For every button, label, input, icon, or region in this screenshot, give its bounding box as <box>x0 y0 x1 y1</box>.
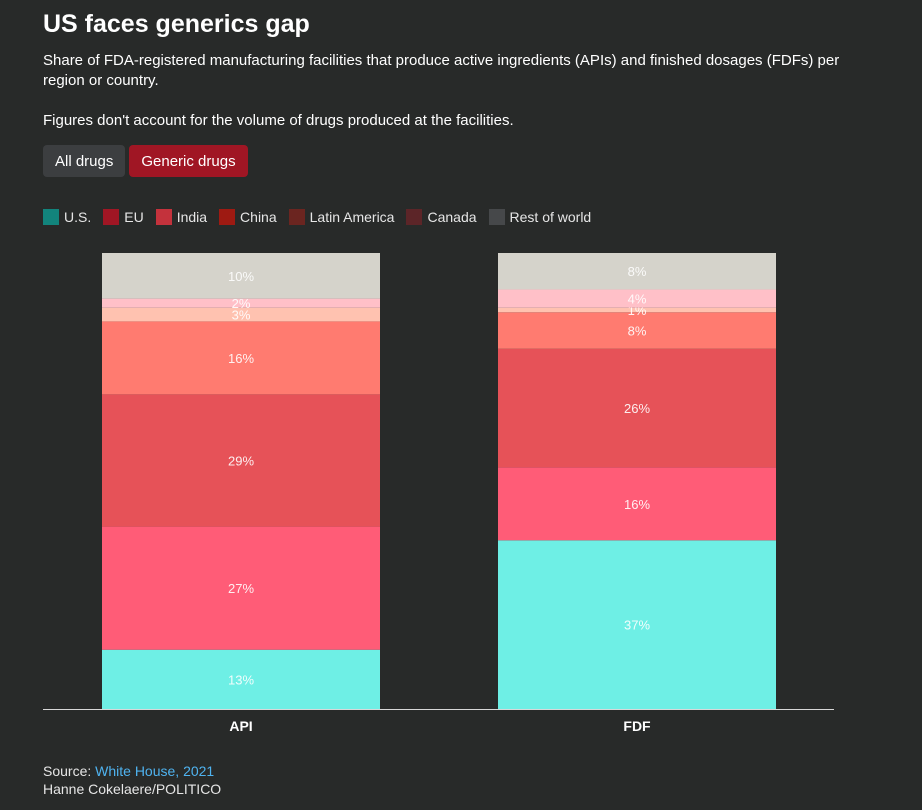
bar-api-canada <box>102 298 380 308</box>
data-label-fdf-china: 8% <box>628 324 647 339</box>
data-label-fdf-canada: 4% <box>628 292 647 307</box>
chart-subtitle: Share of FDA-registered manufacturing fa… <box>43 52 840 89</box>
bar-fdf-canada <box>498 289 776 308</box>
legend-swatch-us <box>43 209 59 225</box>
source-line: Source: White House, 2021 <box>43 762 221 780</box>
data-label-api-china: 16% <box>228 351 254 366</box>
data-label-api-latin-america: 3% <box>232 308 251 323</box>
bar-api-u-s- <box>102 649 380 709</box>
bar-fdf-latin-america <box>498 307 776 313</box>
data-label-api-u-s-: 13% <box>228 672 254 687</box>
source-link[interactable]: White House, 2021 <box>95 763 215 779</box>
data-label-api-eu: 27% <box>228 581 254 596</box>
legend-label-china: China <box>240 209 277 225</box>
bar-api-india <box>102 394 380 527</box>
data-label-fdf-rest-of-world: 8% <box>628 264 647 279</box>
legend-item-rest-of-world: Rest of world <box>488 209 592 225</box>
legend-item-latin-america: Latin America <box>288 209 395 225</box>
legend-swatch-china <box>219 209 236 225</box>
chart-title: US faces generics gap <box>43 10 310 38</box>
legend-swatch-canada <box>406 209 423 225</box>
bar-api-latin-america <box>102 307 380 322</box>
legend-item-canada: Canada <box>406 209 477 225</box>
legend-swatch-india <box>155 209 172 225</box>
bar-fdf-china <box>498 312 776 349</box>
legend-label-rest-of-world: Rest of world <box>509 209 592 225</box>
data-label-api-canada: 2% <box>232 296 251 311</box>
legend-item-india: India <box>155 209 208 225</box>
data-label-api-rest-of-world: 10% <box>228 269 254 284</box>
bar-fdf-eu <box>498 467 776 541</box>
bar-api-china <box>102 321 380 395</box>
x-tick-fdf: FDF <box>623 718 651 734</box>
x-tick-api: API <box>229 718 252 734</box>
credit-line: Hanne Cokelaere/POLITICO <box>43 781 222 797</box>
bar-api-eu <box>102 526 380 650</box>
source-prefix: Source: <box>43 763 96 779</box>
bar-fdf-rest-of-world <box>498 253 776 290</box>
data-label-fdf-eu: 16% <box>624 497 650 512</box>
legend-label-eu: EU <box>124 209 144 225</box>
chart-note: Figures don't account for the volume of … <box>43 112 514 129</box>
legend-swatch-rest-of-world <box>488 209 505 225</box>
legend-label-us: U.S. <box>64 209 92 225</box>
legend-swatch-latin-america <box>288 209 305 225</box>
legend-swatch-eu <box>103 209 120 225</box>
bar-fdf-u-s- <box>498 540 776 709</box>
bar-fdf-india <box>498 348 776 468</box>
all-drugs-button[interactable]: All drugs <box>43 145 126 177</box>
legend-item-china: China <box>219 209 277 225</box>
chart-legend: U.S. EU India China Latin America Canada… <box>43 209 603 225</box>
legend-item-us: U.S. <box>43 209 91 225</box>
data-label-fdf-u-s-: 37% <box>624 618 650 633</box>
drug-type-toggle: All drugs Generic drugs <box>43 145 248 177</box>
data-label-api-india: 29% <box>228 453 254 468</box>
legend-label-latin-america: Latin America <box>309 209 395 225</box>
legend-label-canada: Canada <box>427 209 477 225</box>
generic-drugs-button[interactable]: Generic drugs <box>129 145 248 177</box>
data-label-fdf-india: 26% <box>624 401 650 416</box>
legend-item-eu: EU <box>103 209 144 225</box>
legend-label-india: India <box>176 209 208 225</box>
stacked-bar-chart: 13%27%29%16%3%2%10%API37%16%26%8%1%4%8%F… <box>43 253 834 734</box>
bar-api-rest-of-world <box>102 253 380 299</box>
chart-footer: Source: White House, 2021 Hanne Cokelaer… <box>43 762 221 798</box>
